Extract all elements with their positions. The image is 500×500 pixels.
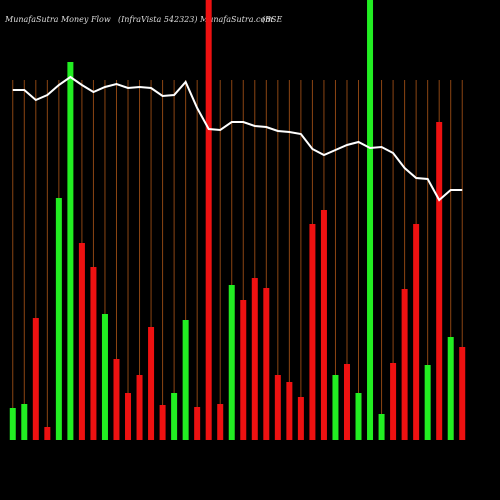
bar [101, 314, 108, 440]
bar [9, 408, 16, 440]
bar [320, 210, 327, 440]
bar [297, 397, 304, 440]
bar [413, 224, 420, 440]
bar [55, 198, 62, 440]
bar [447, 337, 454, 440]
bar [390, 363, 397, 440]
bar [228, 285, 235, 440]
bar [78, 243, 85, 440]
bar [378, 414, 385, 440]
bar [401, 289, 408, 440]
bar [263, 288, 270, 440]
bar [171, 393, 178, 440]
bar [182, 320, 189, 440]
bar [459, 347, 466, 440]
bar [355, 393, 362, 440]
bar [205, 0, 212, 440]
bar [90, 267, 97, 440]
bar [286, 382, 293, 440]
chart-subtitle: (InfraVista 542323) MunafaSutra.com [118, 15, 273, 24]
bar [309, 224, 316, 440]
bar [125, 393, 132, 440]
bar [32, 318, 39, 440]
bar [343, 364, 350, 440]
bar [367, 0, 374, 440]
bar [436, 122, 443, 440]
price-line [12, 75, 463, 202]
bar [113, 359, 120, 440]
bar [148, 327, 155, 440]
chart-title: MunafaSutra Money Flow [4, 15, 111, 24]
bar [44, 427, 51, 440]
bar [274, 375, 281, 440]
bar [21, 404, 28, 440]
bar [217, 404, 224, 440]
bar [194, 407, 201, 440]
bar [240, 300, 247, 440]
bar [251, 278, 258, 440]
bar [424, 365, 431, 440]
bar [136, 375, 143, 440]
bar [67, 62, 74, 440]
exchange-label: (BSE [262, 15, 282, 24]
bar [332, 375, 339, 440]
bar [159, 405, 166, 440]
